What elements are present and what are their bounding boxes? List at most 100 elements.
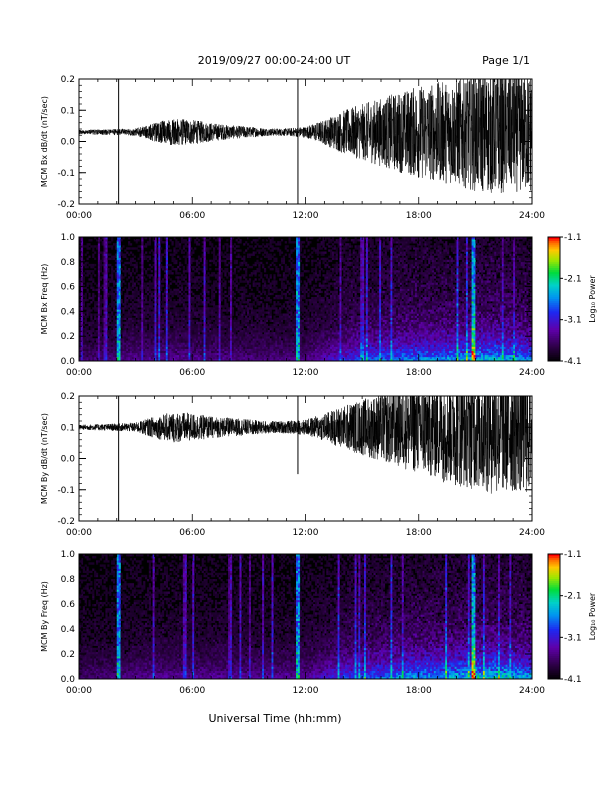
spectrogram-cell bbox=[163, 317, 167, 320]
spectrogram-cell bbox=[116, 282, 119, 285]
spectrogram-cell bbox=[103, 286, 106, 289]
spectrogram-cell bbox=[177, 255, 180, 258]
spectrogram-cell bbox=[211, 286, 214, 289]
spectrogram-cell bbox=[258, 348, 261, 351]
spectrogram-cell bbox=[99, 307, 102, 310]
spectrogram-cell bbox=[105, 268, 108, 271]
spectrogram-cell bbox=[116, 325, 119, 329]
spectrogram-cell bbox=[207, 323, 210, 327]
spectrogram-cell bbox=[180, 282, 184, 285]
spectrogram-cell bbox=[86, 272, 89, 275]
spectrogram-cell bbox=[263, 342, 267, 345]
spectrogram-cell bbox=[218, 315, 221, 318]
spectrogram-cell bbox=[196, 294, 199, 298]
spectrogram-cell bbox=[250, 305, 253, 308]
spectrogram-cell bbox=[154, 290, 157, 294]
spectrogram-cell bbox=[84, 317, 87, 320]
spectrogram-cell bbox=[216, 311, 219, 314]
spectrogram-cell bbox=[152, 346, 155, 349]
spectrogram-cell bbox=[197, 330, 201, 333]
spectrogram-cell bbox=[288, 356, 291, 360]
spectrogram-cell bbox=[146, 315, 150, 318]
spectrogram-cell bbox=[109, 241, 112, 244]
spectrogram-cell bbox=[277, 340, 280, 343]
spectrogram-cell bbox=[129, 272, 133, 275]
spectrogram-cell bbox=[188, 292, 191, 296]
spectrogram-cell bbox=[279, 342, 282, 345]
spectrogram-cell bbox=[222, 344, 225, 347]
spectrogram-cell bbox=[137, 354, 140, 358]
spectrogram-cell bbox=[101, 263, 104, 267]
spectrogram-cell bbox=[216, 313, 219, 316]
spectrogram-cell bbox=[262, 311, 265, 314]
spectrogram-cell bbox=[216, 332, 219, 335]
spectrogram-cell bbox=[128, 284, 131, 287]
spectrogram-cell bbox=[267, 338, 270, 341]
spectrogram-cell bbox=[292, 294, 295, 298]
spectrogram-cell bbox=[146, 259, 150, 263]
spectrogram-cell bbox=[156, 292, 159, 296]
spectrogram-cell bbox=[226, 327, 229, 331]
spectrogram-cell bbox=[171, 330, 174, 333]
spectrogram-cell bbox=[294, 270, 297, 273]
spectrogram-cell bbox=[254, 284, 257, 287]
spectrogram-cell bbox=[180, 284, 184, 287]
spectrogram-cell bbox=[133, 321, 136, 325]
spectrogram-cell bbox=[80, 249, 84, 252]
spectrogram-cell bbox=[141, 301, 144, 304]
spectrogram-cell bbox=[207, 247, 210, 250]
spectrogram-cell bbox=[267, 265, 270, 269]
spectrogram-cell bbox=[126, 247, 129, 250]
spectrogram-cell bbox=[92, 342, 95, 345]
spectrogram-cell bbox=[133, 356, 136, 360]
spectrogram-cell bbox=[107, 268, 110, 271]
spectrogram-cell bbox=[207, 278, 210, 281]
spectrogram-cell bbox=[146, 309, 150, 312]
spectrogram-cell bbox=[124, 249, 127, 252]
spectrogram-cell bbox=[92, 330, 95, 333]
spectrogram-cell bbox=[162, 356, 165, 360]
spectrogram-cell bbox=[141, 272, 144, 275]
spectrogram-cell bbox=[133, 358, 136, 361]
spectrogram-cell bbox=[218, 321, 221, 325]
spectrogram-cell bbox=[158, 303, 161, 306]
spectrogram-cell bbox=[124, 340, 127, 343]
spectrogram-cell bbox=[201, 307, 204, 310]
spectrogram-cell bbox=[129, 321, 133, 325]
spectrogram-cell bbox=[267, 288, 270, 292]
spectrogram-cell bbox=[241, 280, 244, 283]
spectrogram-cell bbox=[156, 282, 159, 285]
spectrogram-cell bbox=[97, 272, 101, 275]
spectrogram-cell bbox=[86, 257, 89, 261]
spectrogram-cell bbox=[97, 257, 101, 261]
spectrogram-cell bbox=[158, 270, 161, 273]
spectrogram-cell bbox=[107, 338, 110, 341]
spectrogram-cell bbox=[88, 270, 91, 273]
spectrogram-cell bbox=[126, 330, 129, 333]
spectrogram-cell bbox=[192, 334, 195, 337]
spectrogram-cell bbox=[294, 338, 297, 341]
spectrogram-cell bbox=[205, 330, 208, 333]
spectrogram-cell bbox=[230, 342, 233, 345]
spectrogram-cell bbox=[203, 334, 206, 337]
spectrogram-cell bbox=[184, 288, 187, 292]
spectrogram-cell bbox=[141, 261, 144, 265]
spectrogram-cell bbox=[292, 338, 295, 341]
spectrogram-cell bbox=[262, 330, 265, 333]
spectrogram-cell bbox=[269, 358, 272, 361]
spectrogram-cell bbox=[133, 327, 136, 331]
spectrogram-cell bbox=[171, 292, 174, 296]
spectrogram-cell bbox=[133, 352, 136, 356]
spectrogram-cell bbox=[188, 352, 191, 356]
spectrogram-cell bbox=[290, 288, 293, 292]
spectrogram-cell bbox=[177, 299, 180, 302]
spectrogram-cell bbox=[213, 313, 216, 316]
spectrogram-cell bbox=[82, 332, 85, 335]
spectrogram-cell bbox=[88, 346, 91, 349]
spectrogram-cell bbox=[286, 352, 289, 356]
spectrogram-cell bbox=[243, 321, 246, 325]
spectrogram-cell bbox=[103, 263, 106, 267]
spectrogram-cell bbox=[197, 311, 201, 314]
spectrogram-cell bbox=[109, 336, 112, 339]
spectrogram-cell bbox=[231, 352, 235, 356]
